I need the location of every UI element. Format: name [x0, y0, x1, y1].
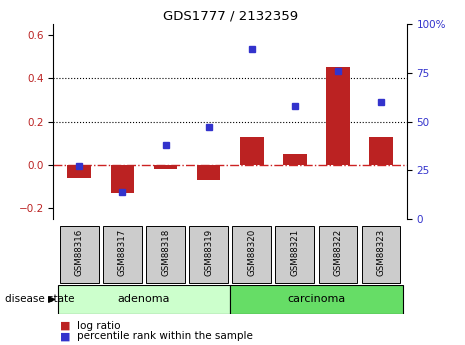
Text: GSM88321: GSM88321: [290, 229, 299, 276]
Bar: [283, 154, 307, 165]
Text: GSM88318: GSM88318: [161, 229, 170, 276]
FancyBboxPatch shape: [275, 226, 314, 283]
Title: GDS1777 / 2132359: GDS1777 / 2132359: [163, 10, 298, 23]
FancyBboxPatch shape: [230, 285, 403, 314]
Text: GSM88319: GSM88319: [204, 229, 213, 276]
Text: carcinoma: carcinoma: [287, 294, 345, 304]
Text: adenoma: adenoma: [118, 294, 170, 304]
Bar: [67, 165, 91, 178]
Text: percentile rank within the sample: percentile rank within the sample: [77, 332, 252, 341]
Text: ■: ■: [60, 332, 71, 341]
Bar: [197, 165, 220, 180]
FancyBboxPatch shape: [58, 285, 230, 314]
FancyBboxPatch shape: [103, 226, 142, 283]
Text: GSM88316: GSM88316: [75, 229, 84, 276]
Text: disease state: disease state: [5, 295, 74, 304]
FancyBboxPatch shape: [319, 226, 357, 283]
Text: GSM88322: GSM88322: [333, 229, 342, 276]
Bar: [369, 137, 393, 165]
Text: GSM88320: GSM88320: [247, 229, 256, 276]
Bar: [240, 137, 264, 165]
FancyBboxPatch shape: [362, 226, 400, 283]
FancyBboxPatch shape: [189, 226, 228, 283]
Text: ■: ■: [60, 321, 71, 331]
Bar: [111, 165, 134, 193]
Text: GSM88323: GSM88323: [377, 229, 385, 276]
FancyBboxPatch shape: [146, 226, 185, 283]
Bar: [326, 68, 350, 165]
FancyBboxPatch shape: [232, 226, 271, 283]
Bar: [153, 165, 177, 169]
FancyBboxPatch shape: [60, 226, 99, 283]
Text: GSM88317: GSM88317: [118, 229, 127, 276]
Text: log ratio: log ratio: [77, 321, 120, 331]
